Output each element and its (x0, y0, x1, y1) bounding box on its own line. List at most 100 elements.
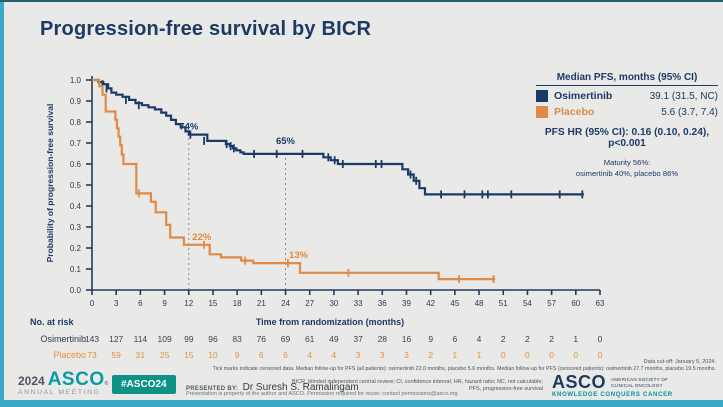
x-tick-label: 30 (329, 299, 338, 308)
at-risk-value-osimertinib: 96 (208, 334, 218, 344)
at-risk-value-placebo: 0 (500, 350, 506, 360)
legend-row-placebo: Placebo 5.6 (3.7, 7.4) (536, 106, 718, 118)
at-risk-value-osimertinib: 83 (232, 334, 242, 344)
at-risk-value-placebo: 3 (404, 350, 409, 360)
x-tick-label: 15 (208, 299, 217, 308)
footnote-censoring: Tick marks indicate censored data. Media… (212, 366, 716, 372)
at-risk-value-osimertinib: 143 (84, 334, 100, 344)
footer-meeting-name: ANNUAL MEETING (18, 389, 101, 396)
at-risk-value-osimertinib: 0 (597, 334, 603, 344)
presenter-block: PRESENTED BY: Dr Suresh S. Ramalingam (186, 377, 359, 395)
y-tick-label: 0.1 (70, 265, 82, 274)
at-risk-value-placebo: 25 (159, 350, 170, 360)
y-tick-label: 0.0 (70, 286, 82, 295)
at-risk-value-placebo: 4 (331, 350, 337, 360)
at-risk-value-osimertinib: 2 (549, 334, 554, 344)
maturity-note-line1: Maturity 56%: (603, 158, 651, 167)
at-risk-value-placebo: 9 (234, 350, 240, 360)
at-risk-value-osimertinib: 109 (157, 334, 172, 344)
at-risk-value-osimertinib: 69 (280, 334, 291, 344)
x-tick-label: 48 (475, 299, 484, 308)
presented-by-label: PRESENTED BY: (186, 386, 239, 392)
x-tick-label: 54 (523, 299, 532, 308)
hazard-ratio-text: PFS HR (95% CI): 0.16 (0.10, 0.24), (544, 127, 710, 138)
at-risk-value-placebo: 10 (208, 350, 218, 360)
at-risk-value-osimertinib: 37 (353, 334, 363, 344)
x-tick-label: 45 (450, 299, 459, 308)
asco-tagline: KNOWLEDGE CONQUERS CANCER (552, 392, 673, 398)
at-risk-value-osimertinib: 49 (329, 334, 339, 344)
x-tick-label: 27 (305, 299, 314, 308)
at-risk-value-placebo: 3 (379, 350, 385, 360)
y-tick-label: 0.6 (70, 160, 82, 169)
at-risk-value-placebo: 31 (135, 350, 146, 360)
at-risk-label: No. at risk (30, 317, 74, 327)
asco-logo-right: ASCO AMERICAN SOCIETY OF CLINICAL ONCOLO… (552, 372, 718, 398)
registered-mark-icon: ® (104, 381, 109, 387)
at-risk-value-osimertinib: 76 (256, 334, 267, 344)
x-tick-label: 60 (571, 299, 580, 308)
x-tick-label: 51 (499, 299, 508, 308)
at-risk-value-placebo: 59 (111, 350, 121, 360)
legend-row-osimertinib: Osimertinib 39.1 (31.5, NC) (536, 90, 718, 102)
at-risk-value-placebo: 0 (525, 350, 530, 360)
legend-header: Median PFS, months (95% CI) (536, 72, 718, 86)
at-risk-value-osimertinib: 114 (133, 334, 148, 344)
asco-annual-meeting-logo: 2024 ASCO ® ANNUAL MEETING (18, 370, 109, 396)
x-tick-label: 12 (184, 299, 193, 308)
x-tick-label: 6 (138, 299, 143, 308)
y-tick-label: 0.7 (70, 139, 82, 148)
y-axis-title: Probability of progression-free survival (45, 104, 55, 263)
y-tick-label: 1.0 (70, 76, 82, 85)
at-risk-value-osimertinib: 99 (184, 334, 194, 344)
asco-society-line2: CLINICAL ONCOLOGY (611, 382, 663, 388)
at-risk-value-placebo: 0 (573, 350, 579, 360)
osimertinib-swatch-icon (536, 90, 548, 102)
x-tick-label: 57 (547, 299, 556, 308)
at-risk-value-placebo: 0 (549, 350, 554, 360)
footnote-abbreviations: BICR, blinded independent central review… (292, 379, 543, 393)
maturity-note-line2: osimertinib 40%, placebo 86% (575, 169, 679, 178)
footnote-abbrev-line1: BICR, blinded independent central review… (292, 379, 543, 385)
at-risk-value-osimertinib: 28 (377, 334, 388, 344)
at-risk-row-label-osimertinib: Osimertinib (40, 334, 86, 344)
at-risk-value-placebo: 4 (307, 350, 313, 360)
legend-name-osimertinib: Osimertinib (554, 90, 613, 102)
y-tick-label: 0.4 (70, 202, 82, 211)
annotation-13%: 13% (289, 250, 309, 261)
y-tick-label: 0.3 (70, 223, 82, 232)
y-tick-label: 0.9 (70, 97, 82, 106)
legend-box: Median PFS, months (95% CI) Osimertinib … (536, 72, 718, 178)
x-tick-label: 63 (596, 299, 605, 308)
frame-top-border (0, 0, 723, 2)
y-tick-label: 0.5 (70, 181, 82, 190)
p-value-text: p<0.001 (608, 138, 646, 149)
axes (91, 76, 600, 291)
x-tick-label: 36 (378, 299, 387, 308)
at-risk-value-osimertinib: 127 (109, 334, 124, 344)
at-risk-value-placebo: 1 (476, 350, 482, 360)
frame-left-border (0, 0, 4, 407)
at-risk-value-osimertinib: 6 (452, 334, 458, 344)
km-chart: 0.00.10.20.30.40.50.60.70.80.91.00 3 6 9 12 1… (45, 76, 605, 308)
x-tick-label: 33 (354, 299, 363, 308)
curve-osimertinib (92, 78, 584, 196)
at-risk-value-osimertinib: 1 (573, 334, 579, 344)
asco-society-line1: AMERICAN SOCIETY OF (611, 377, 669, 383)
x-tick-label: 21 (257, 299, 266, 308)
x-tick-label: 3 (114, 299, 119, 308)
at-risk-value-placebo: 3 (355, 350, 361, 360)
at-risk-value-osimertinib: 16 (401, 334, 412, 344)
asco-wordmark-right: ASCO (552, 372, 607, 392)
at-risk-value-placebo: 0 (597, 350, 603, 360)
legend-value-osimertinib: 39.1 (31.5, NC) (649, 90, 718, 102)
x-tick-label: 18 (233, 299, 242, 308)
x-tick-label: 24 (281, 299, 290, 308)
placebo-swatch-icon (536, 106, 548, 118)
at-risk-value-osimertinib: 2 (500, 334, 506, 344)
hashtag-badge: #ASCO24 (112, 375, 176, 394)
at-risk-value-placebo: 6 (283, 350, 288, 360)
annotation-74%: 74% (179, 122, 199, 133)
x-tick-label: 0 (90, 299, 95, 308)
